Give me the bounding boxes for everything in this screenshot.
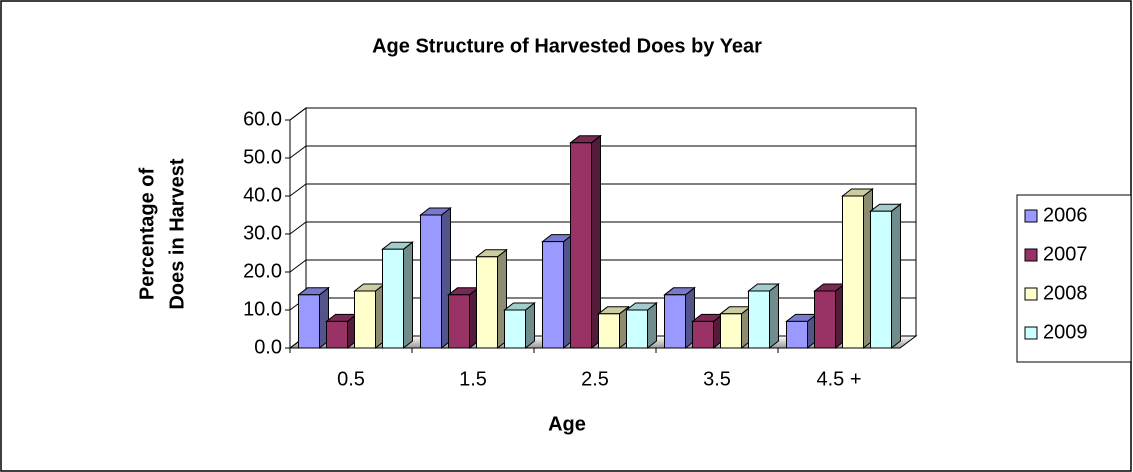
bar <box>625 301 658 350</box>
bar <box>325 313 358 350</box>
bar-front <box>448 294 470 349</box>
bar <box>747 282 780 350</box>
y-tick-label: 50.0 <box>243 146 282 168</box>
legend-label: 2007 <box>1043 243 1088 265</box>
bar <box>475 248 508 350</box>
grid-line <box>289 145 916 159</box>
bar-front <box>814 290 836 349</box>
y-axis-title: Does in Harvest <box>166 158 188 310</box>
grid-line <box>289 107 916 121</box>
y-tick-label: 20.0 <box>243 260 282 282</box>
bar-side <box>403 241 413 350</box>
bar <box>813 282 846 350</box>
legend-label: 2009 <box>1043 321 1088 343</box>
y-axis-title: Percentage of <box>136 168 158 301</box>
x-tick-label: 0.5 <box>337 368 365 390</box>
x-tick-label: 4.5 + <box>816 368 861 390</box>
bar-front <box>720 313 742 349</box>
legend-label: 2006 <box>1043 204 1088 226</box>
grid-line <box>289 183 916 197</box>
bar-front <box>748 290 770 349</box>
bar-side <box>525 301 535 350</box>
bar-front <box>626 309 648 349</box>
bar <box>691 313 724 350</box>
x-tick-label: 2.5 <box>581 368 609 390</box>
y-tick-label: 10.0 <box>243 298 282 320</box>
x-tick-label: 3.5 <box>703 368 731 390</box>
bar-front <box>420 214 442 349</box>
y-tick-label: 60.0 <box>243 108 282 130</box>
legend-swatch <box>1024 209 1038 223</box>
bar-front <box>542 241 564 349</box>
bar <box>447 286 480 350</box>
bar <box>353 282 386 350</box>
bar-side <box>647 301 657 350</box>
y-ticks: 0.0 10.0 20.0 30.0 40.0 50.0 60.0 <box>243 108 290 358</box>
y-tick-label: 30.0 <box>243 222 282 244</box>
bar <box>663 286 696 350</box>
bar <box>419 206 452 350</box>
legend-swatch <box>1024 287 1038 301</box>
grid-line <box>289 221 916 235</box>
bar <box>869 203 902 350</box>
bar-side <box>769 282 779 350</box>
chart-title: Age Structure of Harvested Does by Year <box>372 35 762 57</box>
bar <box>541 233 574 350</box>
bar <box>719 305 752 350</box>
legend-swatch <box>1024 248 1038 262</box>
y-tick-label: 0.0 <box>254 336 282 358</box>
bar <box>597 305 630 350</box>
bar-front <box>382 248 404 349</box>
bar-front <box>504 309 526 349</box>
bar-front <box>842 195 864 349</box>
legend-label: 2008 <box>1043 282 1088 304</box>
bar-front <box>326 320 348 349</box>
bar-front <box>598 313 620 349</box>
bar-front <box>354 290 376 349</box>
bar-front <box>692 320 714 349</box>
bar <box>569 134 602 350</box>
x-tick-label: 1.5 <box>459 368 487 390</box>
bar-front <box>786 320 808 349</box>
legend-swatch <box>1024 326 1038 340</box>
bar <box>381 241 414 350</box>
bar <box>785 313 818 350</box>
bar-front <box>664 294 686 349</box>
grid-line <box>289 259 916 273</box>
y-tick-label: 40.0 <box>243 184 282 206</box>
x-axis-title: Age <box>548 413 586 435</box>
bar <box>841 187 874 350</box>
bar-front <box>870 210 892 349</box>
bar-front <box>476 256 498 349</box>
bar <box>297 286 330 350</box>
bar <box>503 301 536 350</box>
bar-side <box>891 203 901 350</box>
bar-front <box>298 294 320 349</box>
bar-front <box>570 142 592 349</box>
